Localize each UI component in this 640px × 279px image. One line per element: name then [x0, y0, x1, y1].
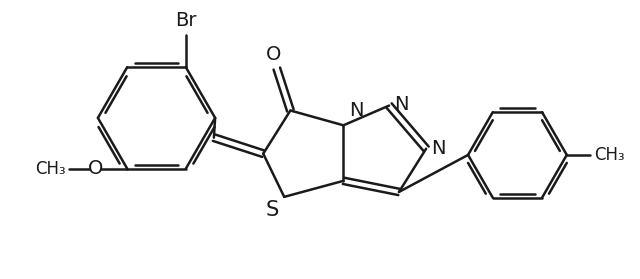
Text: O: O	[88, 159, 103, 178]
Text: S: S	[266, 200, 279, 220]
Text: N: N	[394, 95, 408, 114]
Text: CH₃: CH₃	[594, 146, 625, 164]
Text: CH₃: CH₃	[35, 160, 65, 178]
Text: Br: Br	[175, 11, 196, 30]
Text: N: N	[431, 139, 445, 158]
Text: N: N	[349, 101, 364, 120]
Text: O: O	[266, 45, 282, 64]
